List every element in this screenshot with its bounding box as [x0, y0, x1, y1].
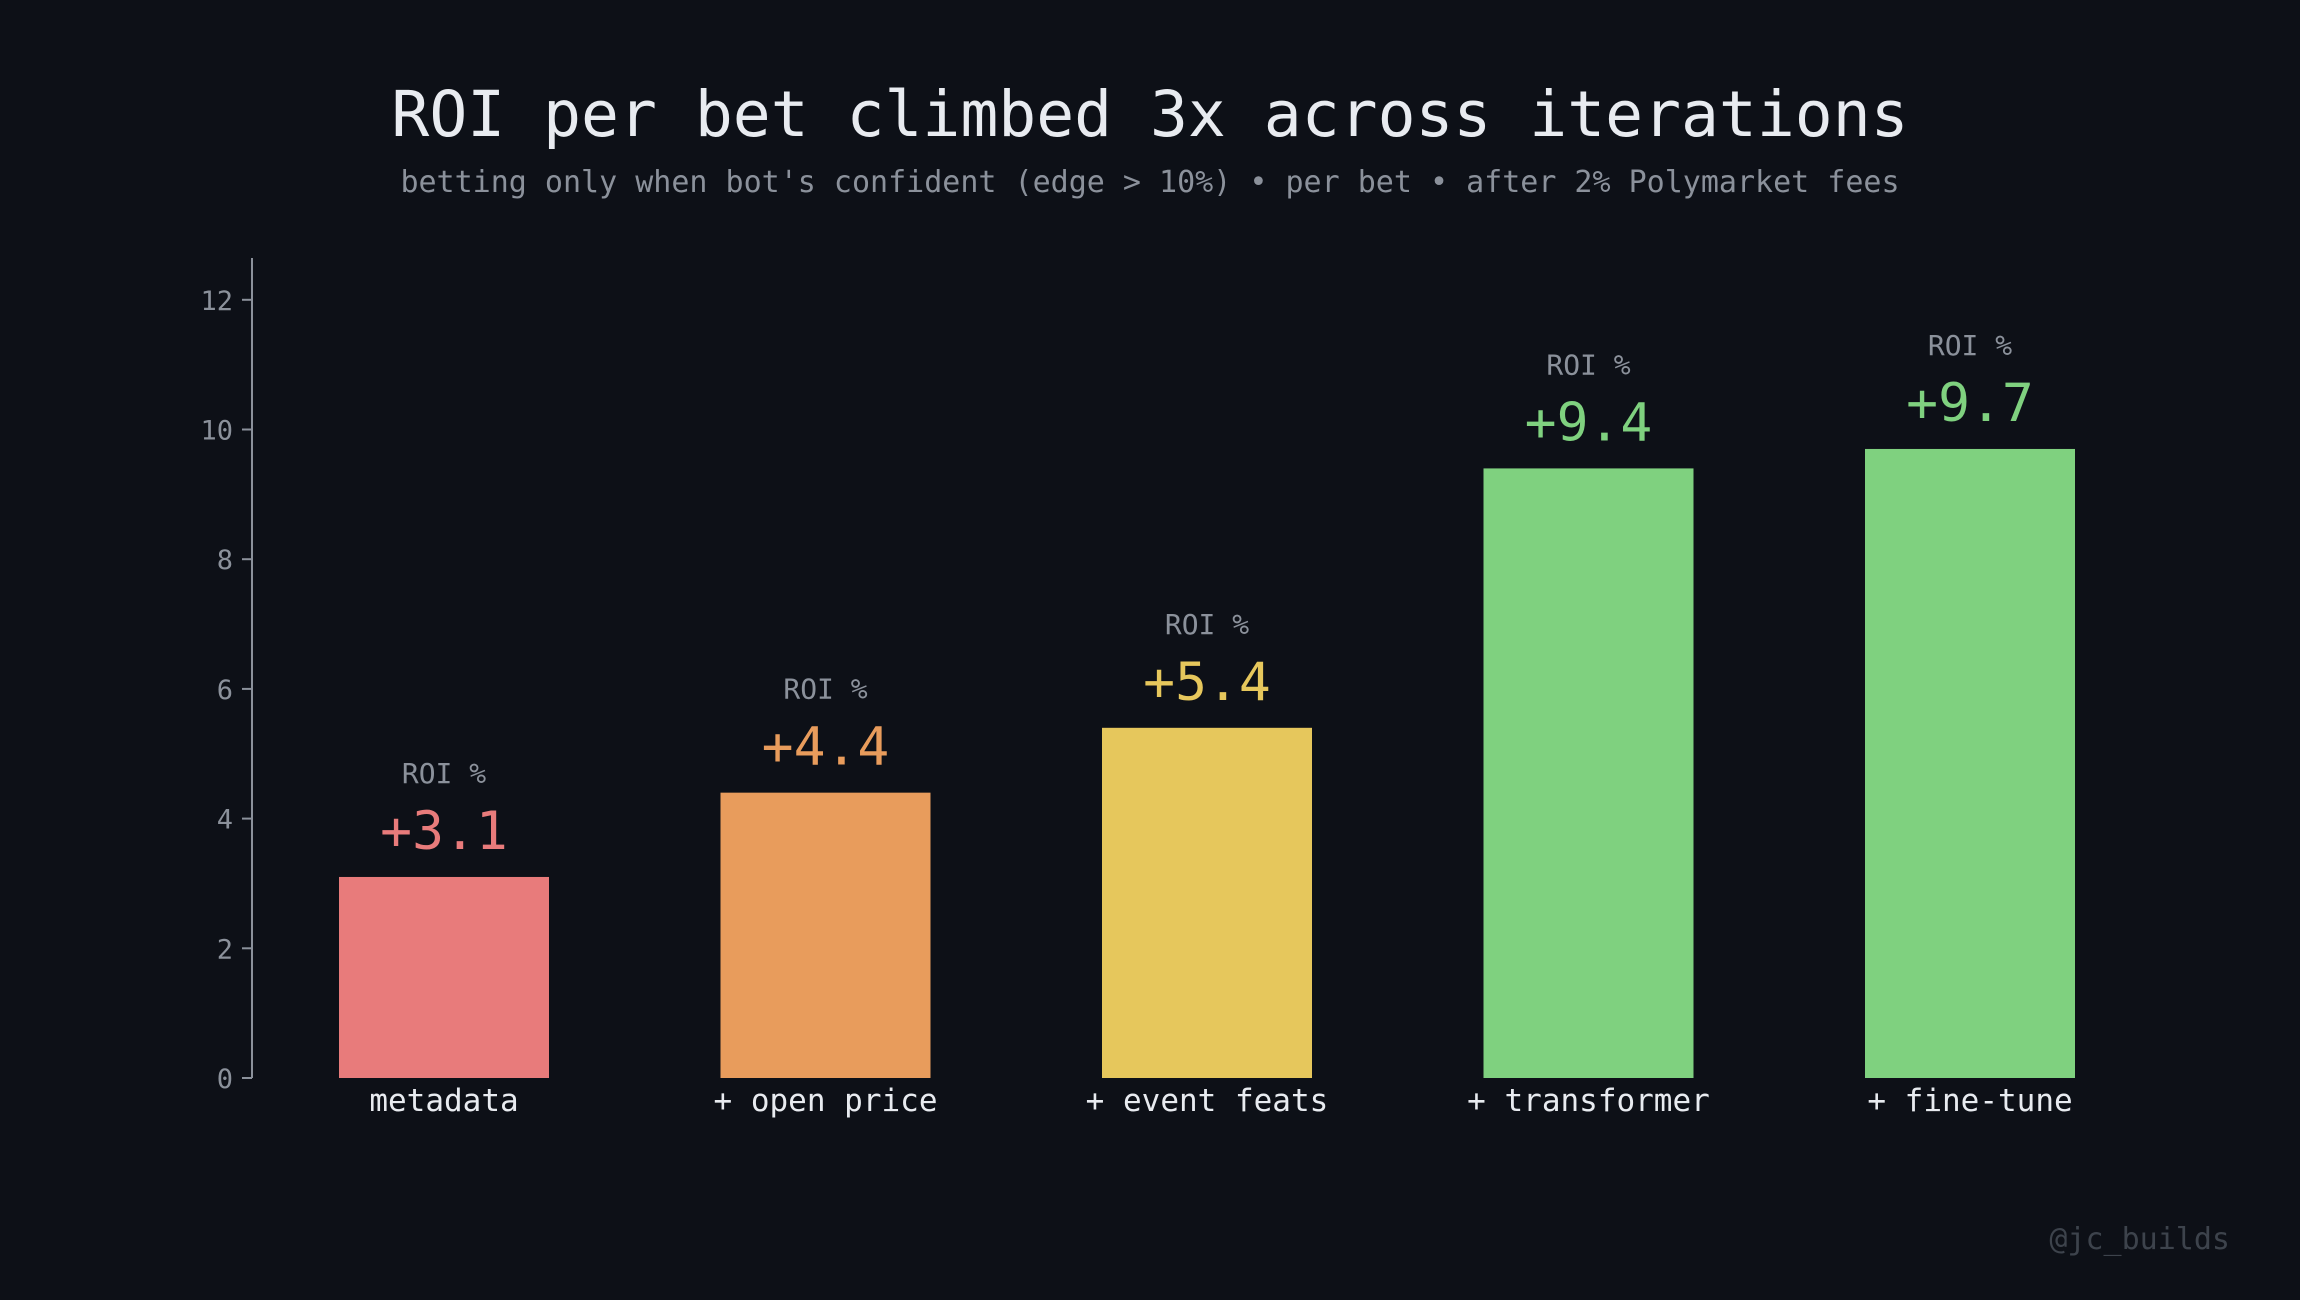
bar: [1483, 468, 1694, 1078]
bar: [1865, 448, 2075, 1079]
bar-value-label: +3.1: [380, 801, 508, 862]
y-axis: 0 2 4 6 8 10 12: [200, 258, 253, 1095]
bar-caption-label: ROI %: [402, 757, 486, 790]
x-axis-labels: metadata + open price + event feats + trans…: [369, 1083, 2072, 1119]
bar-value-label: +4.4: [762, 717, 890, 778]
bar-value-label: +9.4: [1525, 392, 1653, 453]
y-tick-label: 0: [217, 1064, 233, 1095]
x-category-label: + transformer: [1467, 1083, 1710, 1119]
bar-caption-label: ROI %: [1928, 329, 2012, 362]
bar-caption-label: ROI %: [783, 673, 867, 706]
chart-title: ROI per bet climbed 3x across iterations: [391, 78, 1908, 151]
bar: [720, 792, 931, 1078]
bars-group: [339, 448, 2075, 1079]
bar: [1102, 727, 1312, 1078]
y-tick-label: 12: [200, 286, 233, 317]
bar-labels-group: +3.1 ROI % +4.4 ROI % +5.4 ROI % +9.4 ROI % +9.7…: [380, 329, 2034, 862]
watermark: @jc_builds: [2049, 1222, 2230, 1257]
y-tick-label: 6: [217, 675, 233, 706]
bar-value-label: +5.4: [1143, 652, 1271, 713]
x-category-label: + fine-tune: [1867, 1083, 2072, 1119]
y-tick-label: 2: [217, 934, 233, 965]
bar: [339, 876, 549, 1078]
bar-caption-label: ROI %: [1165, 608, 1249, 641]
y-tick-label: 8: [217, 545, 233, 576]
y-tick-label: 10: [200, 416, 233, 447]
x-category-label: + event feats: [1086, 1083, 1329, 1119]
x-category-label: + open price: [714, 1083, 938, 1119]
bar-caption-label: ROI %: [1546, 348, 1630, 381]
x-category-label: metadata: [369, 1083, 518, 1119]
chart-subtitle: betting only when bot's confident (edge …: [400, 165, 1899, 200]
y-tick-label: 4: [217, 805, 233, 836]
bar-value-label: +9.7: [1906, 373, 2034, 434]
